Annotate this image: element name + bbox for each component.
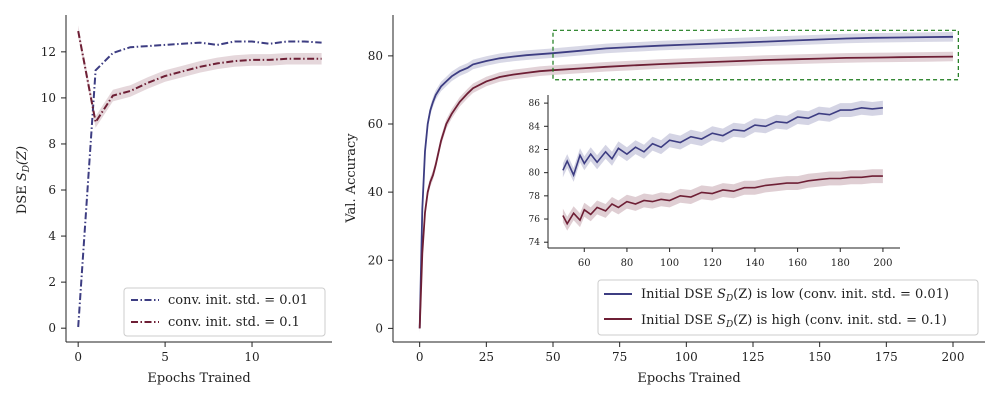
accuracy-x-tick-label: 100: [675, 350, 698, 364]
accuracy-series-band-low: [419, 32, 953, 334]
dse-x-tick-label: 0: [74, 350, 82, 364]
dse-y-label: DSE SD(Z): [15, 146, 32, 214]
dse-x-label: Epochs Trained: [147, 371, 250, 386]
dse-y-tick-label: 8: [48, 137, 56, 151]
accuracy-x-tick-label: 50: [545, 350, 560, 364]
accuracy-x-tick-label: 125: [742, 350, 765, 364]
accuracy-y-tick-label: 80: [368, 49, 383, 63]
inset-y-tick-label: 82: [529, 145, 540, 155]
inset-y-tick-label: 76: [529, 215, 541, 225]
zoom-highlight-box: [552, 29, 959, 81]
dse-legend-low-label: conv. init. std. = 0.01: [168, 293, 308, 308]
accuracy-legend-frame: [597, 279, 979, 336]
inset-y-tick-label: 78: [529, 192, 541, 202]
accuracy-chart: 0 25 50 75 100 125 150 175 200 0 20 40 60 80 Epochs T…: [344, 15, 985, 386]
inset-series-line-high: [562, 175, 883, 226]
inset-series-line-low: [562, 106, 883, 178]
accuracy-legend-high-label: Initial DSE SD(Z) is high (conv. init. s…: [641, 313, 947, 330]
dse-legend-high-label: conv. init. std. = 0.1: [168, 315, 300, 330]
dse-y-tick-label: 4: [48, 229, 56, 243]
accuracy-series-line-high: [418, 55, 954, 329]
accuracy-legend: Initial DSE SD(Z) is low (conv. init. st…: [597, 279, 979, 336]
accuracy-x-tick-label: 75: [612, 350, 627, 364]
dse-y-tick-label: 6: [48, 183, 56, 197]
inset-series-band-low: [562, 100, 883, 182]
inset-y-tick-label: 84: [529, 122, 541, 132]
accuracy-x-label: Epochs Trained: [637, 371, 740, 386]
inset-x-tick-label: 180: [831, 258, 850, 269]
inset-series-band-high: [562, 169, 883, 231]
accuracy-x-tick-label: 0: [416, 350, 424, 364]
accuracy-series-line-low: [418, 35, 954, 329]
dse-y-tick-label: 10: [41, 91, 56, 105]
dse-series-line-low: [77, 40, 322, 328]
dse-y-tick-label: 12: [41, 45, 56, 59]
dse-y-tick-label: 0: [48, 321, 56, 335]
dse-chart: 0 5 10 0 2 4 6 8 10 12 Epochs Trained DSE SD(Z) c…: [15, 15, 332, 386]
inset-x-tick-label: 200: [873, 258, 892, 269]
dse-series-line-high: [77, 30, 322, 125]
inset-x-tick-label: 60: [578, 258, 591, 269]
inset-y-tick-label: 86: [529, 99, 541, 109]
inset-x-tick-label: 120: [703, 258, 722, 269]
inset-x-tick-label: 160: [788, 258, 807, 269]
inset-x-tick-label: 100: [660, 258, 679, 269]
accuracy-y-label: Val. Accuracy: [344, 133, 359, 224]
zoom-inset: 60 80 100 120 140 160 180 200 74 76 78 80 82 84 86: [523, 90, 905, 269]
accuracy-x-tick-label: 25: [479, 350, 494, 364]
dse-x-tick-label: 5: [161, 350, 169, 364]
dse-legend: conv. init. std. = 0.01 conv. init. std.…: [123, 287, 326, 337]
accuracy-plot-area: [418, 32, 954, 334]
inset-x-tick-label: 80: [621, 258, 634, 269]
accuracy-y-tick-label: 40: [368, 185, 383, 199]
dse-legend-frame: [123, 287, 326, 337]
accuracy-legend-low-label: Initial DSE SD(Z) is low (conv. init. st…: [641, 287, 949, 304]
inset-y-tick-label: 80: [529, 169, 541, 179]
dse-plot-area: [77, 25, 322, 328]
accuracy-y-tick-label: 20: [368, 253, 383, 267]
accuracy-x-tick-label: 200: [942, 350, 965, 364]
inset-y-tick-label: 74: [529, 238, 541, 248]
accuracy-x-tick-label: 175: [875, 350, 898, 364]
accuracy-y-tick-label: 0: [375, 321, 383, 335]
accuracy-y-tick-label: 60: [368, 117, 383, 131]
inset-x-tick-label: 140: [745, 258, 764, 269]
dse-x-tick-label: 10: [244, 350, 259, 364]
dse-y-tick-label: 2: [48, 275, 56, 289]
accuracy-x-tick-label: 150: [808, 350, 831, 364]
